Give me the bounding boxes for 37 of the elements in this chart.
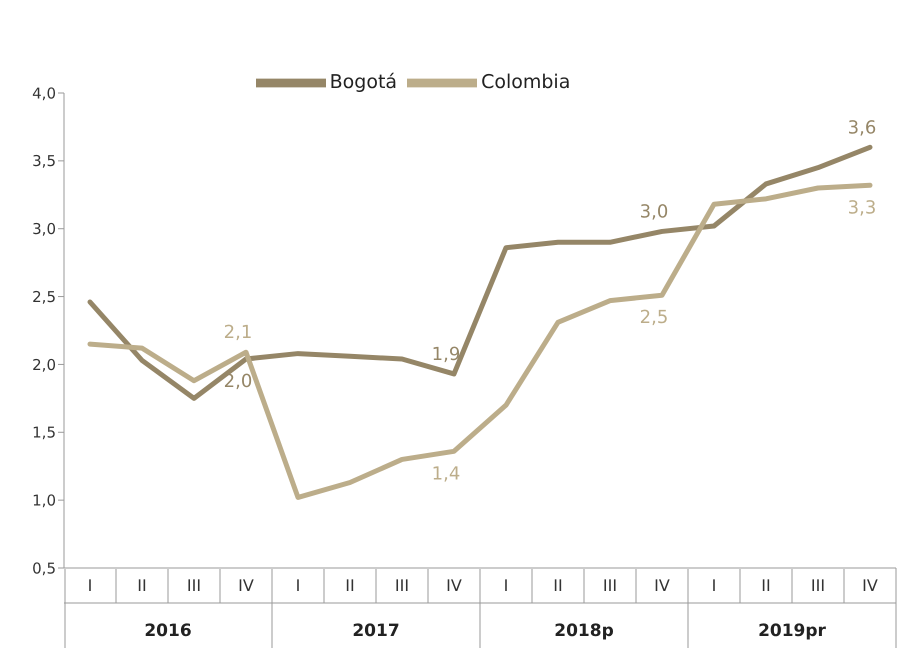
data-label: 3,0 (640, 201, 668, 222)
y-tick-label: 4,0 (32, 84, 56, 102)
x-tick-label: III (394, 576, 410, 595)
legend-label: Bogotá (330, 71, 398, 94)
data-label: 2,5 (640, 307, 668, 328)
x-tick-label: III (602, 576, 618, 595)
y-tick-label: 1,5 (32, 424, 56, 442)
data-label: 1,9 (432, 344, 460, 365)
x-tick-label: I (712, 576, 716, 595)
x-tick-label: III (186, 576, 202, 595)
text: 2019pr (758, 621, 827, 641)
data-label: 1,4 (432, 463, 460, 484)
y-tick-label: 3,5 (32, 152, 56, 170)
text: 2016 (144, 621, 192, 641)
x-tick-label: IV (862, 576, 878, 595)
x-tick-label: I (504, 576, 508, 595)
legend-label: Colombia (481, 71, 570, 94)
text: 2018p (554, 621, 614, 641)
x-tick-label: II (761, 576, 771, 595)
y-tick-label: 2,0 (32, 356, 56, 374)
x-tick-label: II (137, 576, 147, 595)
x-tick-label: IV (654, 576, 670, 595)
text: 2017 (352, 621, 400, 641)
x-tick-label: III (810, 576, 826, 595)
data-label: 3,6 (848, 117, 876, 138)
y-tick-label: 3,0 (32, 220, 56, 238)
y-tick-label: 2,5 (32, 288, 56, 306)
x-tick-label: II (553, 576, 563, 595)
y-tick-label: 1,0 (32, 491, 56, 510)
x-tick-label: IV (446, 576, 462, 595)
x-tick-label: I (88, 576, 92, 595)
x-tick-label: I (296, 576, 300, 595)
data-label: 2,1 (224, 322, 252, 344)
x-tick-label: IV (238, 576, 254, 595)
x-tick-label: II (345, 576, 355, 595)
data-label: 3,3 (848, 197, 876, 218)
y-tick-label: 0,5 (32, 559, 56, 578)
